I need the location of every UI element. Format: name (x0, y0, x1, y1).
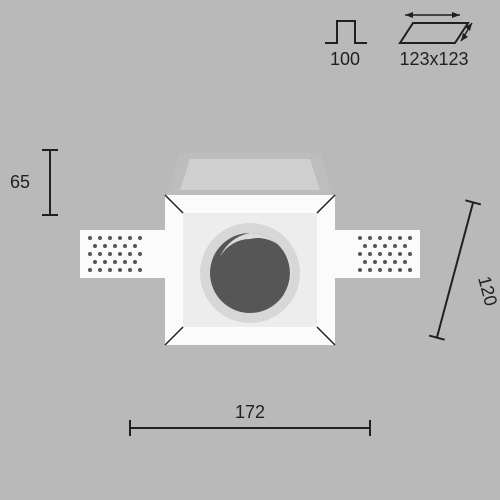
bracket-right (335, 230, 420, 278)
fixture-front-view (80, 153, 420, 345)
aperture-inner (210, 233, 290, 313)
bracket-left (80, 230, 165, 278)
footprint-label: 123x123 (399, 49, 468, 69)
technical-drawing: 100 123x123 (0, 0, 500, 500)
dim-height-small: 65 (10, 150, 58, 215)
cutout-depth-label: 100 (330, 49, 360, 69)
dim-height-large-value: 120 (474, 274, 500, 308)
dim-height-small-value: 65 (10, 172, 30, 192)
footprint-icon: 123x123 (399, 12, 472, 69)
cutout-depth-icon: 100 (325, 21, 367, 69)
dim-width: 172 (130, 402, 370, 436)
dim-width-value: 172 (235, 402, 265, 422)
dim-height-large (429, 200, 481, 339)
